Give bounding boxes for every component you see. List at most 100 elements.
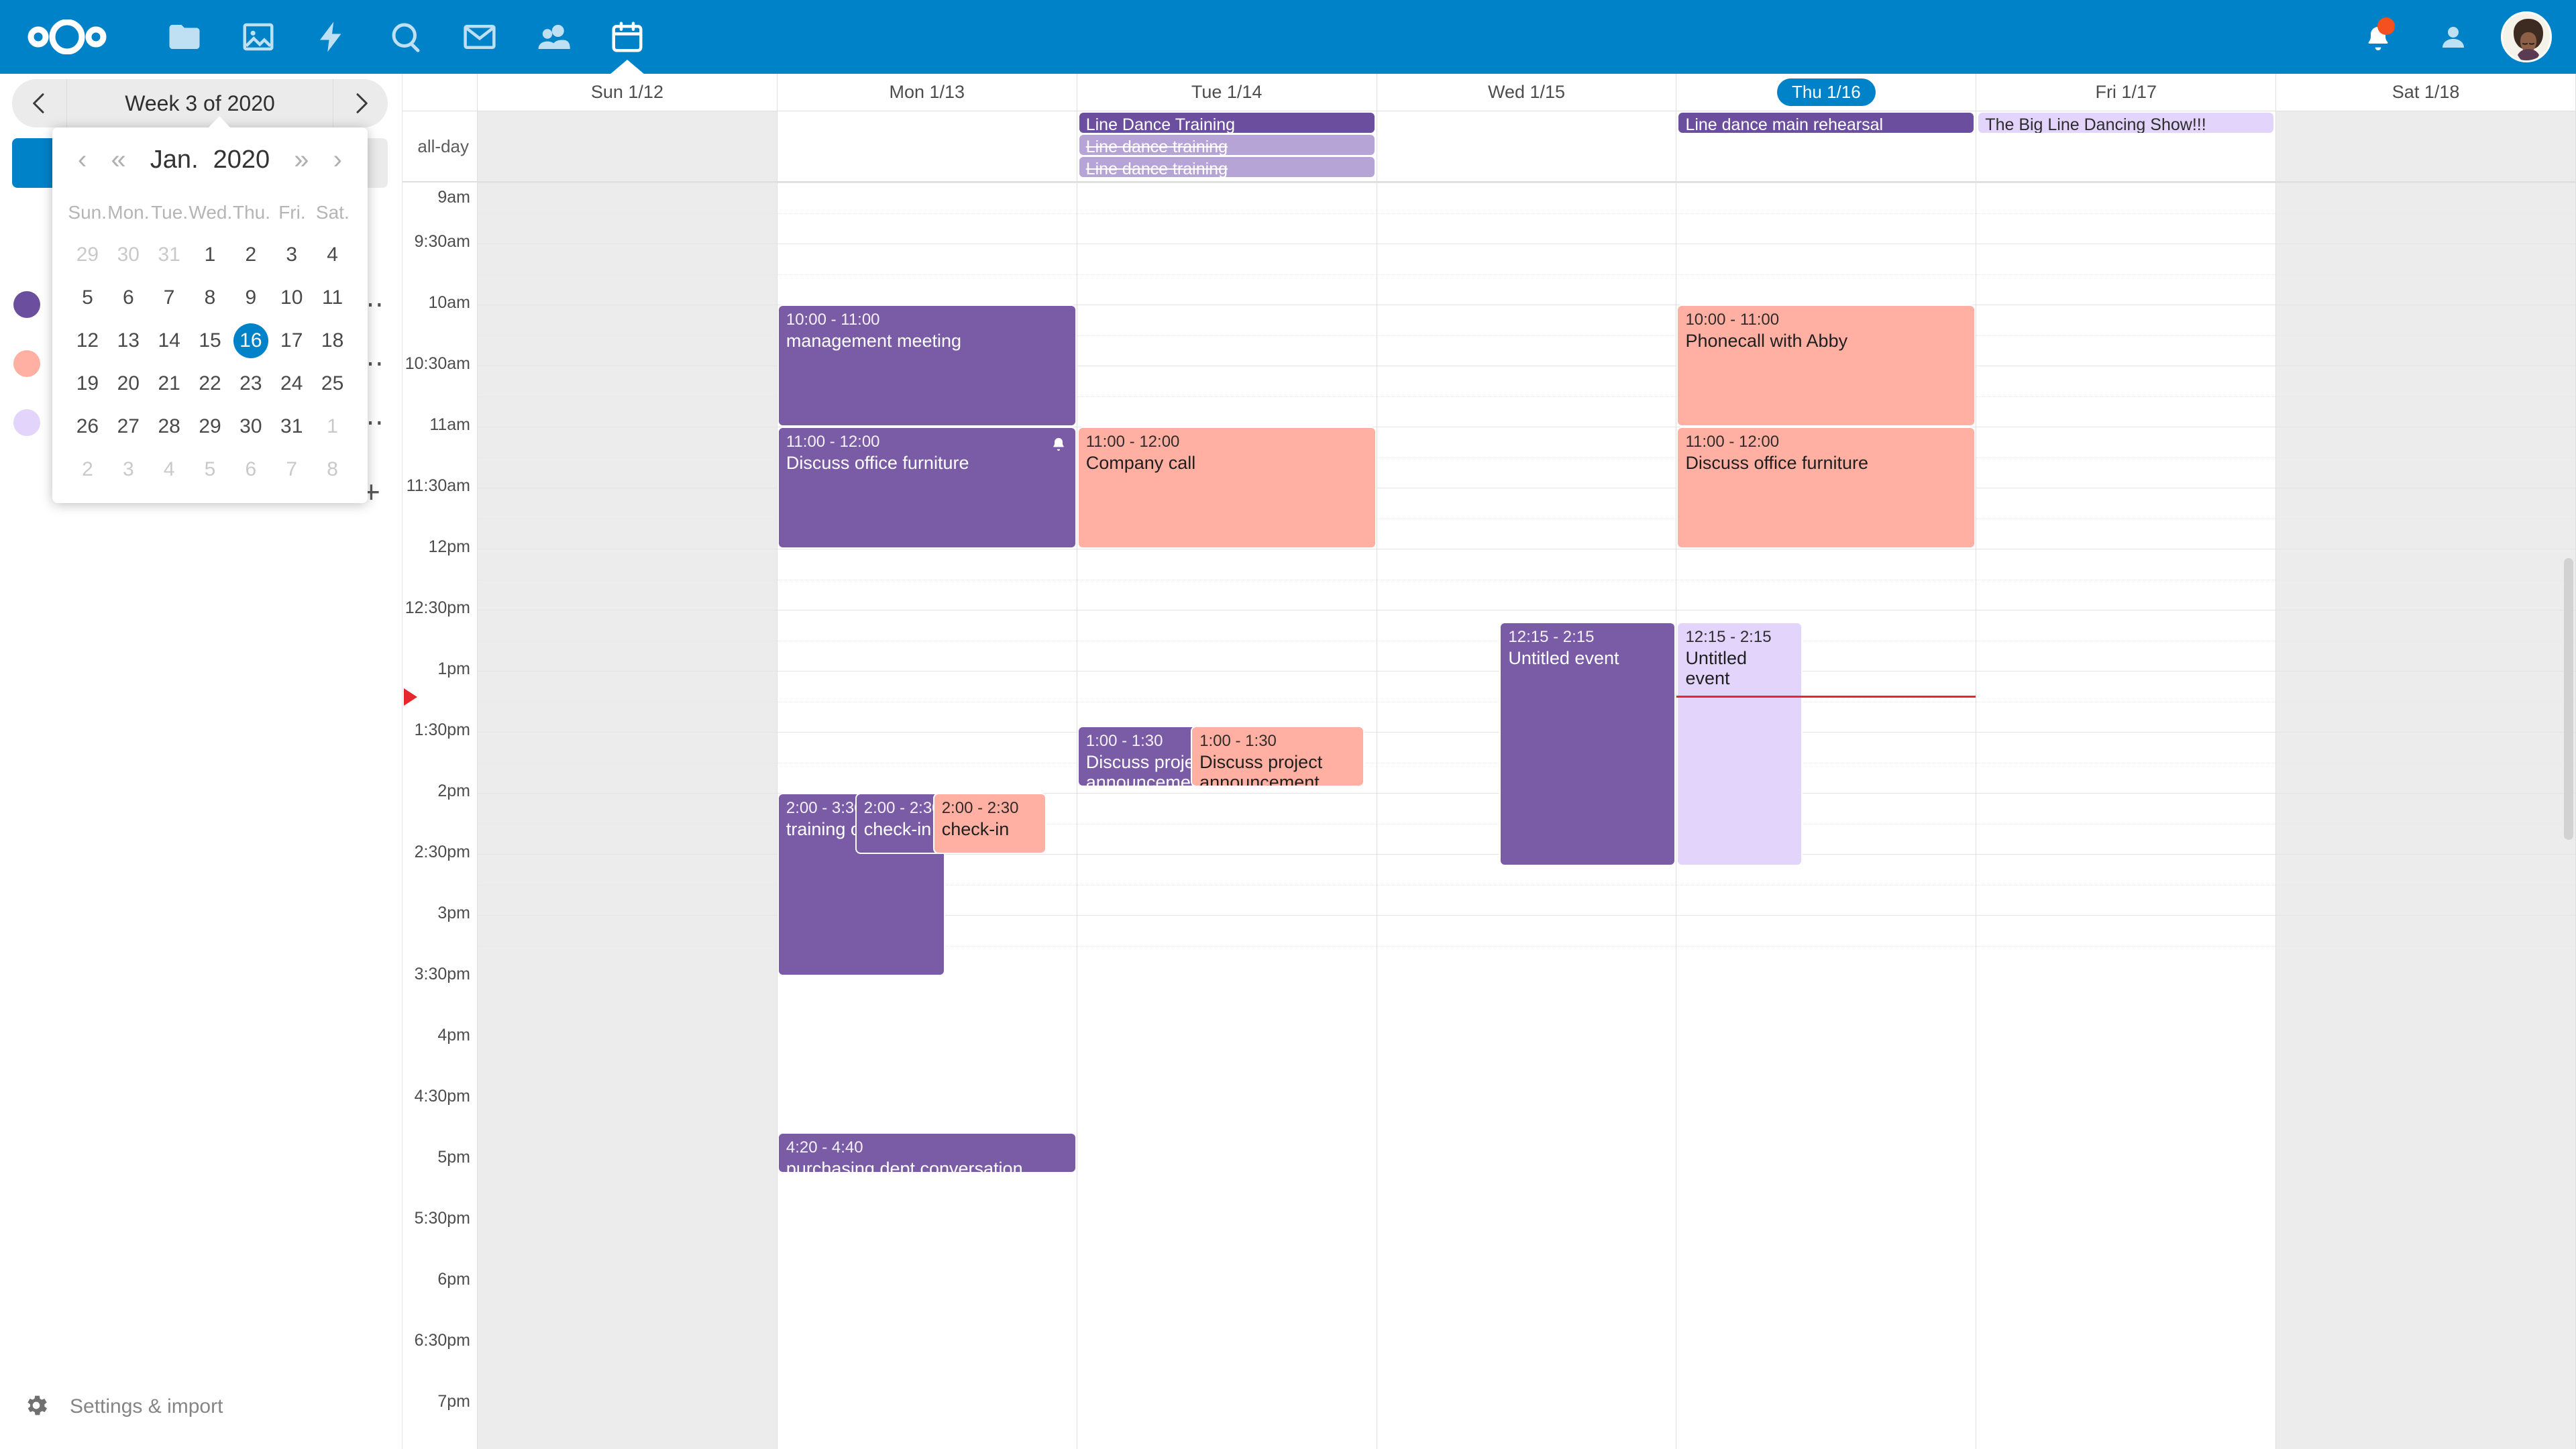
date-cell[interactable]: 7 — [163, 286, 175, 309]
mail-icon[interactable] — [443, 0, 517, 74]
date-cell[interactable]: 11 — [322, 286, 343, 309]
user-avatar[interactable] — [2501, 11, 2552, 62]
date-cell[interactable]: 29 — [76, 244, 99, 266]
notifications-bell-icon[interactable] — [2341, 0, 2415, 74]
previous-year-button[interactable]: « — [111, 145, 126, 174]
photos-icon[interactable] — [221, 0, 295, 74]
date-cell[interactable]: 31 — [280, 415, 303, 437]
day-column-0[interactable] — [478, 182, 777, 1449]
date-cell[interactable]: 1 — [327, 415, 338, 437]
all-day-event[interactable]: The Big Line Dancing Show!!! — [1978, 113, 2274, 133]
calendar-event[interactable]: 12:15 - 2:15 Untitled event — [1676, 622, 1803, 866]
date-cell[interactable]: 31 — [158, 244, 180, 266]
previous-week-button[interactable] — [12, 79, 67, 127]
all-day-event[interactable]: Line dance training — [1079, 135, 1375, 155]
date-cell[interactable]: 20 — [117, 372, 140, 394]
date-cell[interactable]: 29 — [199, 415, 221, 437]
calendar-event[interactable]: 11:00 - 12:00 Company call — [1077, 427, 1377, 549]
date-cell[interactable]: 1 — [204, 244, 216, 266]
all-day-event[interactable]: Line dance training — [1079, 157, 1375, 177]
calendar-event[interactable]: 2:00 - 2:30 check-in — [932, 793, 1047, 854]
all-day-column-4[interactable]: Line dance main rehearsal — [1676, 111, 1977, 181]
year-label[interactable]: 2020 — [213, 145, 270, 174]
day-header-3[interactable]: Wed 1/15 — [1377, 74, 1677, 111]
date-cell[interactable]: 10 — [280, 286, 303, 309]
all-day-column-0[interactable] — [478, 111, 777, 181]
time-grid[interactable]: 9am 9:30am 10am 10:30am 11am 11:30am 12pm 12:30… — [402, 182, 2576, 1449]
day-column-6[interactable] — [2276, 182, 2576, 1449]
date-cell[interactable]: 4 — [327, 244, 338, 266]
date-cell[interactable]: 22 — [199, 372, 221, 394]
all-day-column-1[interactable] — [777, 111, 1077, 181]
activity-icon[interactable] — [295, 0, 369, 74]
day-header-6[interactable]: Sat 1/18 — [2276, 74, 2576, 111]
calendar-event[interactable]: 11:00 - 12:00 Discuss office furniture — [1676, 427, 1976, 549]
date-cell[interactable]: 12 — [76, 329, 99, 352]
date-cell[interactable]: 23 — [239, 372, 262, 394]
calendar-event[interactable]: 10:00 - 11:00 Phonecall with Abby — [1676, 305, 1976, 427]
date-cell[interactable]: 26 — [76, 415, 99, 437]
all-day-column-3[interactable] — [1377, 111, 1677, 181]
date-cell[interactable]: 30 — [117, 244, 140, 266]
date-cell[interactable]: 5 — [82, 286, 93, 309]
all-day-column-2[interactable]: Line Dance Training Line dance training Li… — [1077, 111, 1377, 181]
date-cell[interactable]: 8 — [327, 458, 338, 480]
calendar-event[interactable]: 1:00 - 1:30 Discuss project announcement — [1191, 726, 1364, 787]
day-header-2[interactable]: Tue 1/14 — [1077, 74, 1377, 111]
day-column-2[interactable]: 11:00 - 12:00 Company call 1:00 - 1:30 Disc… — [1077, 182, 1377, 1449]
vertical-scrollbar[interactable] — [2564, 558, 2573, 840]
next-week-button[interactable] — [333, 79, 388, 127]
calendar-event[interactable]: 11:00 - 12:00 Discuss office furniture — [777, 427, 1077, 549]
date-cell[interactable]: 14 — [158, 329, 180, 352]
day-column-3[interactable]: 12:15 - 2:15 Untitled event — [1377, 182, 1677, 1449]
date-cell[interactable]: 2 — [245, 244, 257, 266]
next-year-button[interactable]: » — [294, 145, 309, 174]
date-cell[interactable]: 3 — [286, 244, 298, 266]
date-cell[interactable]: 7 — [286, 458, 298, 480]
contacts-menu-icon[interactable] — [2415, 0, 2489, 74]
date-cell[interactable]: 27 — [117, 415, 140, 437]
contacts-icon[interactable] — [517, 0, 590, 74]
day-header-1[interactable]: Mon 1/13 — [777, 74, 1077, 111]
date-cell[interactable]: 25 — [321, 372, 344, 394]
date-cell-selected[interactable]: 16 — [230, 319, 271, 362]
calendar-icon[interactable] — [590, 0, 664, 74]
date-cell[interactable]: 2 — [82, 458, 93, 480]
date-cell[interactable]: 8 — [204, 286, 216, 309]
day-column-4[interactable]: 12:15 - 2:15 Untitled event 10:00 - 11:00 P… — [1676, 182, 1977, 1449]
date-cell[interactable]: 19 — [76, 372, 99, 394]
files-icon[interactable] — [148, 0, 221, 74]
date-cell[interactable]: 3 — [122, 458, 134, 480]
date-cell[interactable]: 17 — [280, 329, 303, 352]
date-cell[interactable]: 6 — [122, 286, 134, 309]
day-header-5[interactable]: Fri 1/17 — [1976, 74, 2277, 111]
all-day-column-5[interactable]: The Big Line Dancing Show!!! — [1976, 111, 2277, 181]
calendar-event[interactable]: 4:20 - 4:40 purchasing dept conversation — [777, 1132, 1077, 1173]
date-cell[interactable]: 6 — [245, 458, 257, 480]
all-day-column-6[interactable] — [2276, 111, 2576, 181]
date-cell[interactable]: 4 — [163, 458, 175, 480]
date-cell[interactable]: 28 — [158, 415, 180, 437]
nextcloud-logo[interactable] — [27, 17, 107, 57]
day-header-0[interactable]: Sun 1/12 — [478, 74, 777, 111]
date-cell[interactable]: 21 — [158, 372, 180, 394]
day-column-1[interactable]: 10:00 - 11:00 management meeting 11:00 - 1… — [777, 182, 1077, 1449]
all-day-event[interactable]: Line dance main rehearsal — [1678, 113, 1974, 133]
date-cell[interactable]: 5 — [204, 458, 216, 480]
day-header-4[interactable]: Thu 1/16 — [1676, 74, 1977, 111]
date-cell[interactable]: 18 — [321, 329, 344, 352]
date-cell[interactable]: 9 — [245, 286, 257, 309]
date-cell[interactable]: 13 — [117, 329, 140, 352]
date-cell[interactable]: 30 — [239, 415, 262, 437]
settings-and-import-button[interactable]: Settings & import — [0, 1383, 402, 1430]
next-month-button[interactable]: › — [333, 145, 342, 174]
search-circle-icon[interactable] — [369, 0, 443, 74]
previous-month-button[interactable]: ‹ — [78, 145, 87, 174]
date-cell[interactable]: 15 — [199, 329, 221, 352]
date-cell[interactable]: 24 — [280, 372, 303, 394]
calendar-event[interactable]: 12:15 - 2:15 Untitled event — [1499, 622, 1676, 866]
day-column-5[interactable] — [1976, 182, 2277, 1449]
all-day-event[interactable]: Line Dance Training — [1079, 113, 1375, 133]
calendar-event[interactable]: 10:00 - 11:00 management meeting — [777, 305, 1077, 427]
current-week-label[interactable]: Week 3 of 2020 — [67, 79, 333, 127]
